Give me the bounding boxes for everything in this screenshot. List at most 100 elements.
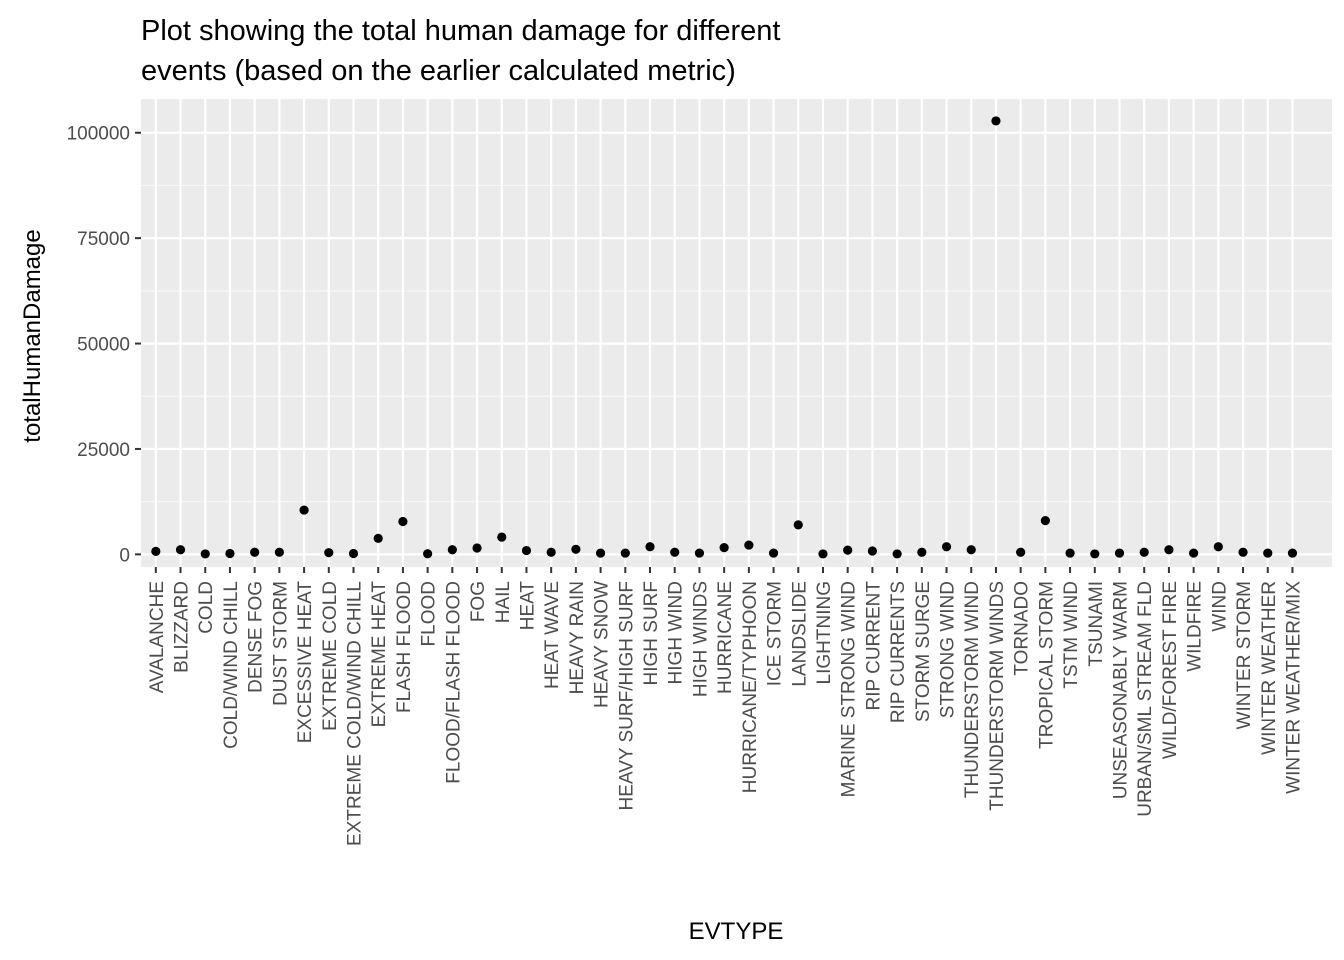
x-tick-label: FOG — [468, 581, 489, 622]
x-tick-label: RIP CURRENT — [863, 581, 884, 711]
x-tick-label: HURRICANE/TYPHOON — [740, 581, 761, 793]
data-point — [175, 545, 186, 555]
x-tick-label: ICE STORM — [765, 581, 786, 686]
grid-lines — [141, 99, 1332, 567]
x-tick-label: THUNDERSTORM WINDS — [987, 581, 1008, 811]
x-tick-label: FLOOD — [419, 581, 440, 646]
data-point — [595, 548, 606, 558]
data-point — [1090, 549, 1100, 559]
x-tick-label: EXCESSIVE HEAT — [295, 581, 316, 744]
x-tick-label: HURRICANE — [715, 581, 736, 694]
x-tick-label: WINTER WEATHER — [1259, 581, 1280, 755]
x-tick-label: EXTREME HEAT — [369, 581, 390, 728]
data-point — [373, 533, 383, 543]
data-point — [250, 547, 260, 557]
x-tick-label: HEAVY SURF/HIGH SURF — [616, 581, 637, 810]
x-tick-label: STRONG WIND — [938, 581, 959, 718]
data-point — [1016, 547, 1026, 557]
x-tick-label: TSTM WIND — [1061, 581, 1082, 689]
data-point — [670, 547, 680, 557]
y-tick-label: 50000 — [77, 335, 130, 356]
x-tick-label: TROPICAL STORM — [1036, 581, 1057, 749]
x-tick-label: WIND — [1209, 581, 1230, 632]
data-point — [694, 548, 705, 558]
data-point — [620, 548, 630, 558]
data-point — [472, 543, 482, 553]
data-point — [744, 540, 754, 550]
y-axis-title: totalHumanDamage — [19, 229, 46, 442]
data-point — [867, 546, 878, 556]
data-point — [274, 547, 284, 557]
data-point — [1065, 548, 1075, 558]
data-point — [768, 548, 779, 558]
x-tick-label: HIGH WIND — [666, 581, 687, 684]
x-tick-label: WINTER STORM — [1234, 581, 1255, 729]
y-tick-label: 100000 — [67, 124, 130, 145]
x-tick-label: HEAT — [518, 581, 539, 631]
x-tick-label: WILD/FOREST FIRE — [1160, 581, 1181, 759]
data-point — [1114, 548, 1125, 558]
x-tick-label: HEAT WAVE — [542, 581, 563, 689]
data-point — [546, 547, 556, 557]
x-tick-label: EXTREME COLD — [320, 581, 341, 731]
data-point — [1164, 545, 1174, 555]
x-tick-label: HIGH SURF — [641, 581, 662, 686]
chart-title-line-1: Plot showing the total human damage for … — [141, 15, 780, 47]
data-point — [645, 542, 655, 552]
x-tick-label: STORM SURGE — [913, 581, 934, 722]
data-point — [497, 532, 507, 542]
x-axis-title: EVTYPE — [689, 918, 784, 945]
x-tick-label: URBAN/SML STREAM FLD — [1135, 581, 1156, 817]
data-point — [941, 542, 952, 552]
data-point — [1263, 548, 1273, 558]
x-tick-label: DUST STORM — [270, 581, 291, 706]
data-point — [398, 516, 408, 527]
x-tick-label: EXTREME COLD/WIND CHILL — [345, 581, 366, 846]
y-tick-label: 25000 — [77, 440, 130, 461]
x-tick-label: RIP CURRENTS — [888, 581, 909, 723]
data-point — [571, 544, 581, 554]
data-point — [917, 547, 927, 557]
x-axis: AVALANCHE BLIZZARD COLD COLD/WIND CHILL DENS… — [147, 567, 1305, 846]
data-point — [1238, 547, 1248, 557]
data-point — [818, 549, 828, 559]
data-point — [299, 505, 309, 515]
data-point — [1287, 548, 1298, 558]
data-point — [348, 548, 359, 559]
x-tick-label: FLOOD/FLASH FLOOD — [443, 581, 464, 784]
data-point — [843, 545, 853, 555]
chart-title-line-2: events (based on the earlier calculated … — [141, 55, 736, 87]
x-tick-label: HIGH WINDS — [690, 581, 711, 697]
data-point — [1139, 547, 1149, 557]
data-point — [151, 546, 161, 557]
data-point — [892, 549, 902, 559]
x-tick-label: AVALANCHE — [147, 581, 168, 693]
x-tick-label: WILDFIRE — [1185, 581, 1206, 672]
data-point — [200, 549, 210, 559]
data-point — [966, 545, 976, 555]
data-points — [151, 116, 1298, 559]
x-tick-label: FLASH FLOOD — [394, 581, 415, 713]
data-point — [225, 548, 235, 559]
y-axis: 0 25000 50000 75000 100000 — [67, 124, 141, 566]
x-tick-label: WINTER WEATHER/MIX — [1284, 581, 1305, 794]
x-tick-label: HEAVY RAIN — [567, 581, 588, 694]
data-point — [1189, 548, 1199, 558]
x-tick-label: DENSE FOG — [246, 581, 267, 693]
x-tick-label: TSUNAMI — [1086, 581, 1107, 667]
data-point — [521, 545, 532, 556]
data-point — [1040, 516, 1050, 526]
x-tick-label: LANDSLIDE — [789, 581, 810, 687]
y-tick-label: 75000 — [77, 229, 130, 250]
x-tick-label: UNSEASONABLY WARM — [1111, 581, 1132, 799]
data-point — [991, 116, 1001, 126]
data-point — [423, 549, 433, 559]
x-tick-label: BLIZZARD — [172, 581, 193, 673]
y-tick-label: 0 — [119, 545, 130, 566]
plot-panel — [141, 99, 1332, 567]
x-tick-label: THUNDERSTORM WIND — [962, 581, 983, 798]
data-point — [719, 543, 729, 553]
x-tick-label: HEAVY SNOW — [592, 581, 613, 708]
x-tick-label: MARINE STRONG WIND — [839, 581, 860, 797]
